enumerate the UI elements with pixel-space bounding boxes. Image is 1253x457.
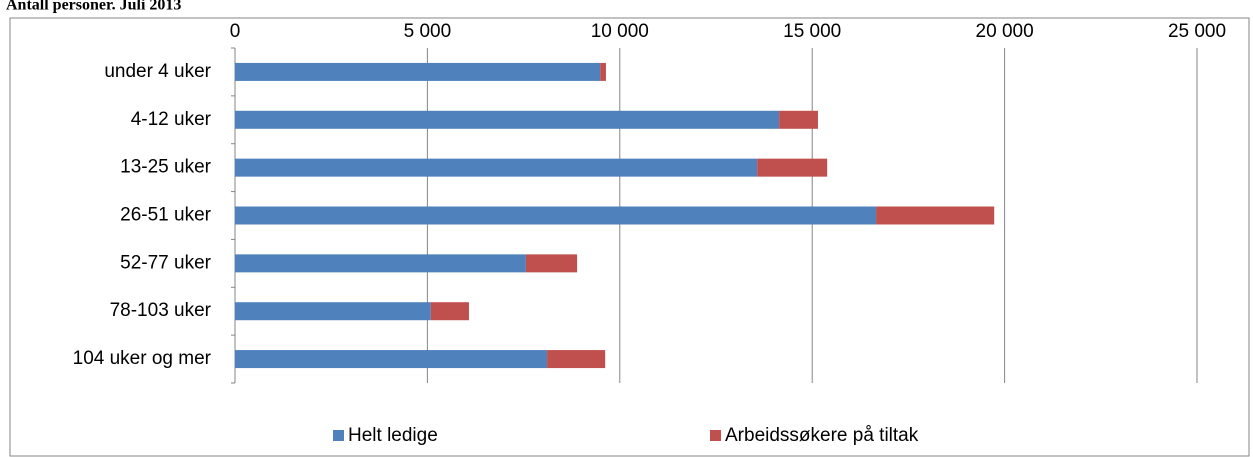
bar-segment — [235, 62, 601, 81]
y-tick-label: 52-77 uker — [120, 252, 212, 273]
bar-segment — [876, 206, 995, 225]
bar-segment — [757, 158, 828, 177]
chart-frame — [9, 17, 1250, 457]
bar-segment — [235, 110, 780, 129]
bar-segment — [547, 350, 606, 369]
bar-segment — [235, 206, 877, 225]
bar-segment — [600, 62, 606, 81]
legend-swatch — [710, 430, 721, 441]
y-tick-label: under 4 uker — [104, 61, 211, 82]
x-tick-label: 25 000 — [1168, 21, 1226, 42]
legend-swatch — [333, 430, 344, 441]
y-tick-label: 78-103 uker — [110, 300, 212, 321]
bar-segment — [235, 350, 548, 369]
bar-segment — [779, 110, 818, 129]
x-tick-label: 20 000 — [976, 21, 1034, 42]
y-tick-label: 26-51 uker — [120, 205, 212, 226]
x-tick-label: 15 000 — [783, 21, 841, 42]
x-tick-label: 5 000 — [404, 21, 452, 42]
legend-label: Helt ledige — [348, 425, 438, 446]
legend-label: Arbeidssøkere på tiltak — [725, 425, 919, 446]
bar-segment — [235, 158, 758, 177]
y-tick-label: 104 uker og mer — [73, 348, 212, 369]
bar-segment — [525, 254, 578, 273]
x-tick-label: 10 000 — [591, 21, 649, 42]
bar-segment — [235, 254, 526, 273]
y-tick-label: 13-25 uker — [120, 157, 212, 178]
y-tick-label: 4-12 uker — [131, 109, 212, 130]
bar-segment — [235, 302, 431, 321]
x-tick-label: 0 — [230, 21, 241, 42]
bar-segment — [430, 302, 469, 321]
chart-title: Antall personer. Juli 2013 — [6, 0, 181, 14]
